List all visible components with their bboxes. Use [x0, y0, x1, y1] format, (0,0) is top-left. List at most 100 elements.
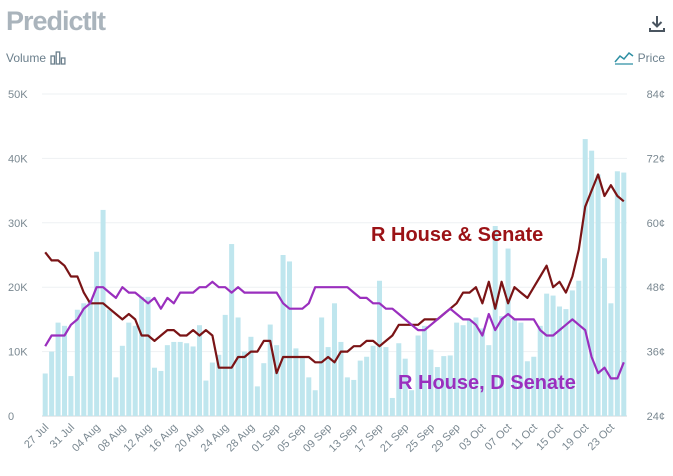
- volume-bar: [113, 377, 119, 416]
- volume-bar: [312, 390, 318, 416]
- x-tick-label: 07 Oct: [483, 422, 514, 453]
- volume-bar: [364, 356, 370, 416]
- bar-chart-icon: [50, 51, 66, 65]
- volume-bar: [537, 325, 543, 416]
- volume-bar: [325, 347, 331, 416]
- volume-bar: [132, 325, 138, 416]
- volume-bar: [177, 341, 183, 416]
- download-icon[interactable]: [649, 15, 665, 33]
- volume-bar: [544, 293, 550, 416]
- price-label: Price: [637, 51, 665, 65]
- volume-bar: [492, 226, 498, 416]
- volume-bar: [280, 255, 286, 416]
- x-tick-label: 16 Aug: [147, 422, 180, 455]
- volume-bar: [576, 280, 582, 416]
- volume-bar: [614, 171, 620, 416]
- volume-bar: [42, 373, 48, 416]
- volume-bar: [370, 345, 376, 416]
- volume-bar: [119, 345, 125, 416]
- volume-bar: [434, 367, 440, 416]
- volume-bar: [184, 343, 190, 416]
- x-tick-label: 27 Jul: [22, 422, 51, 451]
- y-right-tick: 84¢: [647, 89, 665, 101]
- y-left-tick: 30K: [8, 218, 28, 230]
- x-tick-label: 11 Oct: [509, 422, 540, 453]
- volume-bar: [376, 280, 383, 416]
- x-tick-label: 08 Aug: [96, 422, 129, 455]
- volume-bar: [582, 139, 588, 416]
- volume-bar: [81, 303, 87, 416]
- x-tick-label: 15 Oct: [534, 422, 565, 453]
- x-tick-label: 24 Aug: [199, 422, 232, 455]
- volume-legend[interactable]: Volume: [6, 51, 66, 65]
- volume-bar: [441, 356, 447, 416]
- volume-bar: [389, 397, 395, 416]
- volume-bar: [216, 354, 222, 416]
- predictit-logo: PredictIt: [6, 6, 106, 36]
- volume-bar: [621, 172, 627, 416]
- volume-bar: [556, 306, 563, 416]
- volume-bar: [421, 325, 428, 416]
- volume-bar: [569, 290, 575, 416]
- y-left-tick: 20K: [8, 282, 28, 294]
- volume-bar: [274, 345, 280, 416]
- volume-bar: [486, 345, 492, 416]
- volume-bar: [100, 209, 106, 416]
- volume-bar: [447, 355, 453, 416]
- volume-bar: [190, 346, 196, 416]
- y-left-tick: 50K: [8, 89, 28, 101]
- volume-bar: [460, 325, 466, 416]
- volume-bar: [409, 390, 415, 416]
- volume-bar: [106, 309, 113, 416]
- volume-bar: [126, 322, 132, 416]
- line-r-house-d-senate: [44, 280, 625, 380]
- volume-bar: [261, 363, 267, 416]
- volume-bar: [61, 325, 68, 416]
- x-tick-label: 04 Aug: [70, 422, 103, 455]
- y-left-tick: 0: [8, 411, 14, 423]
- volume-bar: [428, 349, 434, 416]
- volume-bar: [229, 244, 235, 416]
- x-tick-label: 20 Aug: [173, 422, 206, 455]
- y-left-tick: 40K: [8, 153, 28, 165]
- volume-bar: [511, 319, 518, 416]
- volume-bar: [267, 324, 273, 416]
- volume-bar: [241, 351, 248, 416]
- y-right-tick: 60¢: [647, 218, 665, 230]
- y-axis-right: 24¢ 36¢ 48¢ 60¢ 72¢ 84¢: [647, 89, 665, 423]
- volume-bar: [338, 341, 344, 416]
- volume-bars: [42, 139, 627, 416]
- x-tick-label: 19 Oct: [560, 422, 591, 453]
- volume-bar: [601, 258, 608, 416]
- volume-bar: [68, 376, 74, 416]
- volume-bar: [531, 356, 537, 416]
- annotation-r-house-d-senate: R House, D Senate: [398, 372, 576, 394]
- volume-bar: [396, 343, 402, 416]
- x-tick-label: 12 Aug: [121, 422, 154, 455]
- volume-bar: [473, 317, 479, 416]
- price-legend[interactable]: Price: [614, 51, 665, 65]
- volume-bar: [87, 300, 93, 416]
- volume-label: Volume: [6, 51, 47, 65]
- volume-bar: [344, 377, 350, 416]
- volume-bar: [164, 345, 170, 416]
- volume-bar: [145, 296, 151, 416]
- volume-bar: [94, 251, 100, 416]
- volume-bar: [235, 317, 241, 416]
- volume-bar: [254, 386, 260, 416]
- volume-bar: [319, 317, 325, 416]
- volume-bar: [49, 351, 55, 416]
- y-right-tick: 48¢: [647, 282, 665, 294]
- y-right-tick: 24¢: [647, 411, 665, 423]
- volume-bar: [383, 347, 389, 416]
- volume-bar: [222, 314, 228, 416]
- line-r-house-senate: [44, 173, 625, 375]
- volume-bar: [151, 367, 158, 416]
- volume-bar: [351, 379, 357, 416]
- annotation-r-house-senate: R House & Senate: [371, 224, 543, 246]
- volume-bar: [505, 248, 511, 416]
- volume-bar: [466, 320, 473, 416]
- volume-bar: [415, 335, 421, 416]
